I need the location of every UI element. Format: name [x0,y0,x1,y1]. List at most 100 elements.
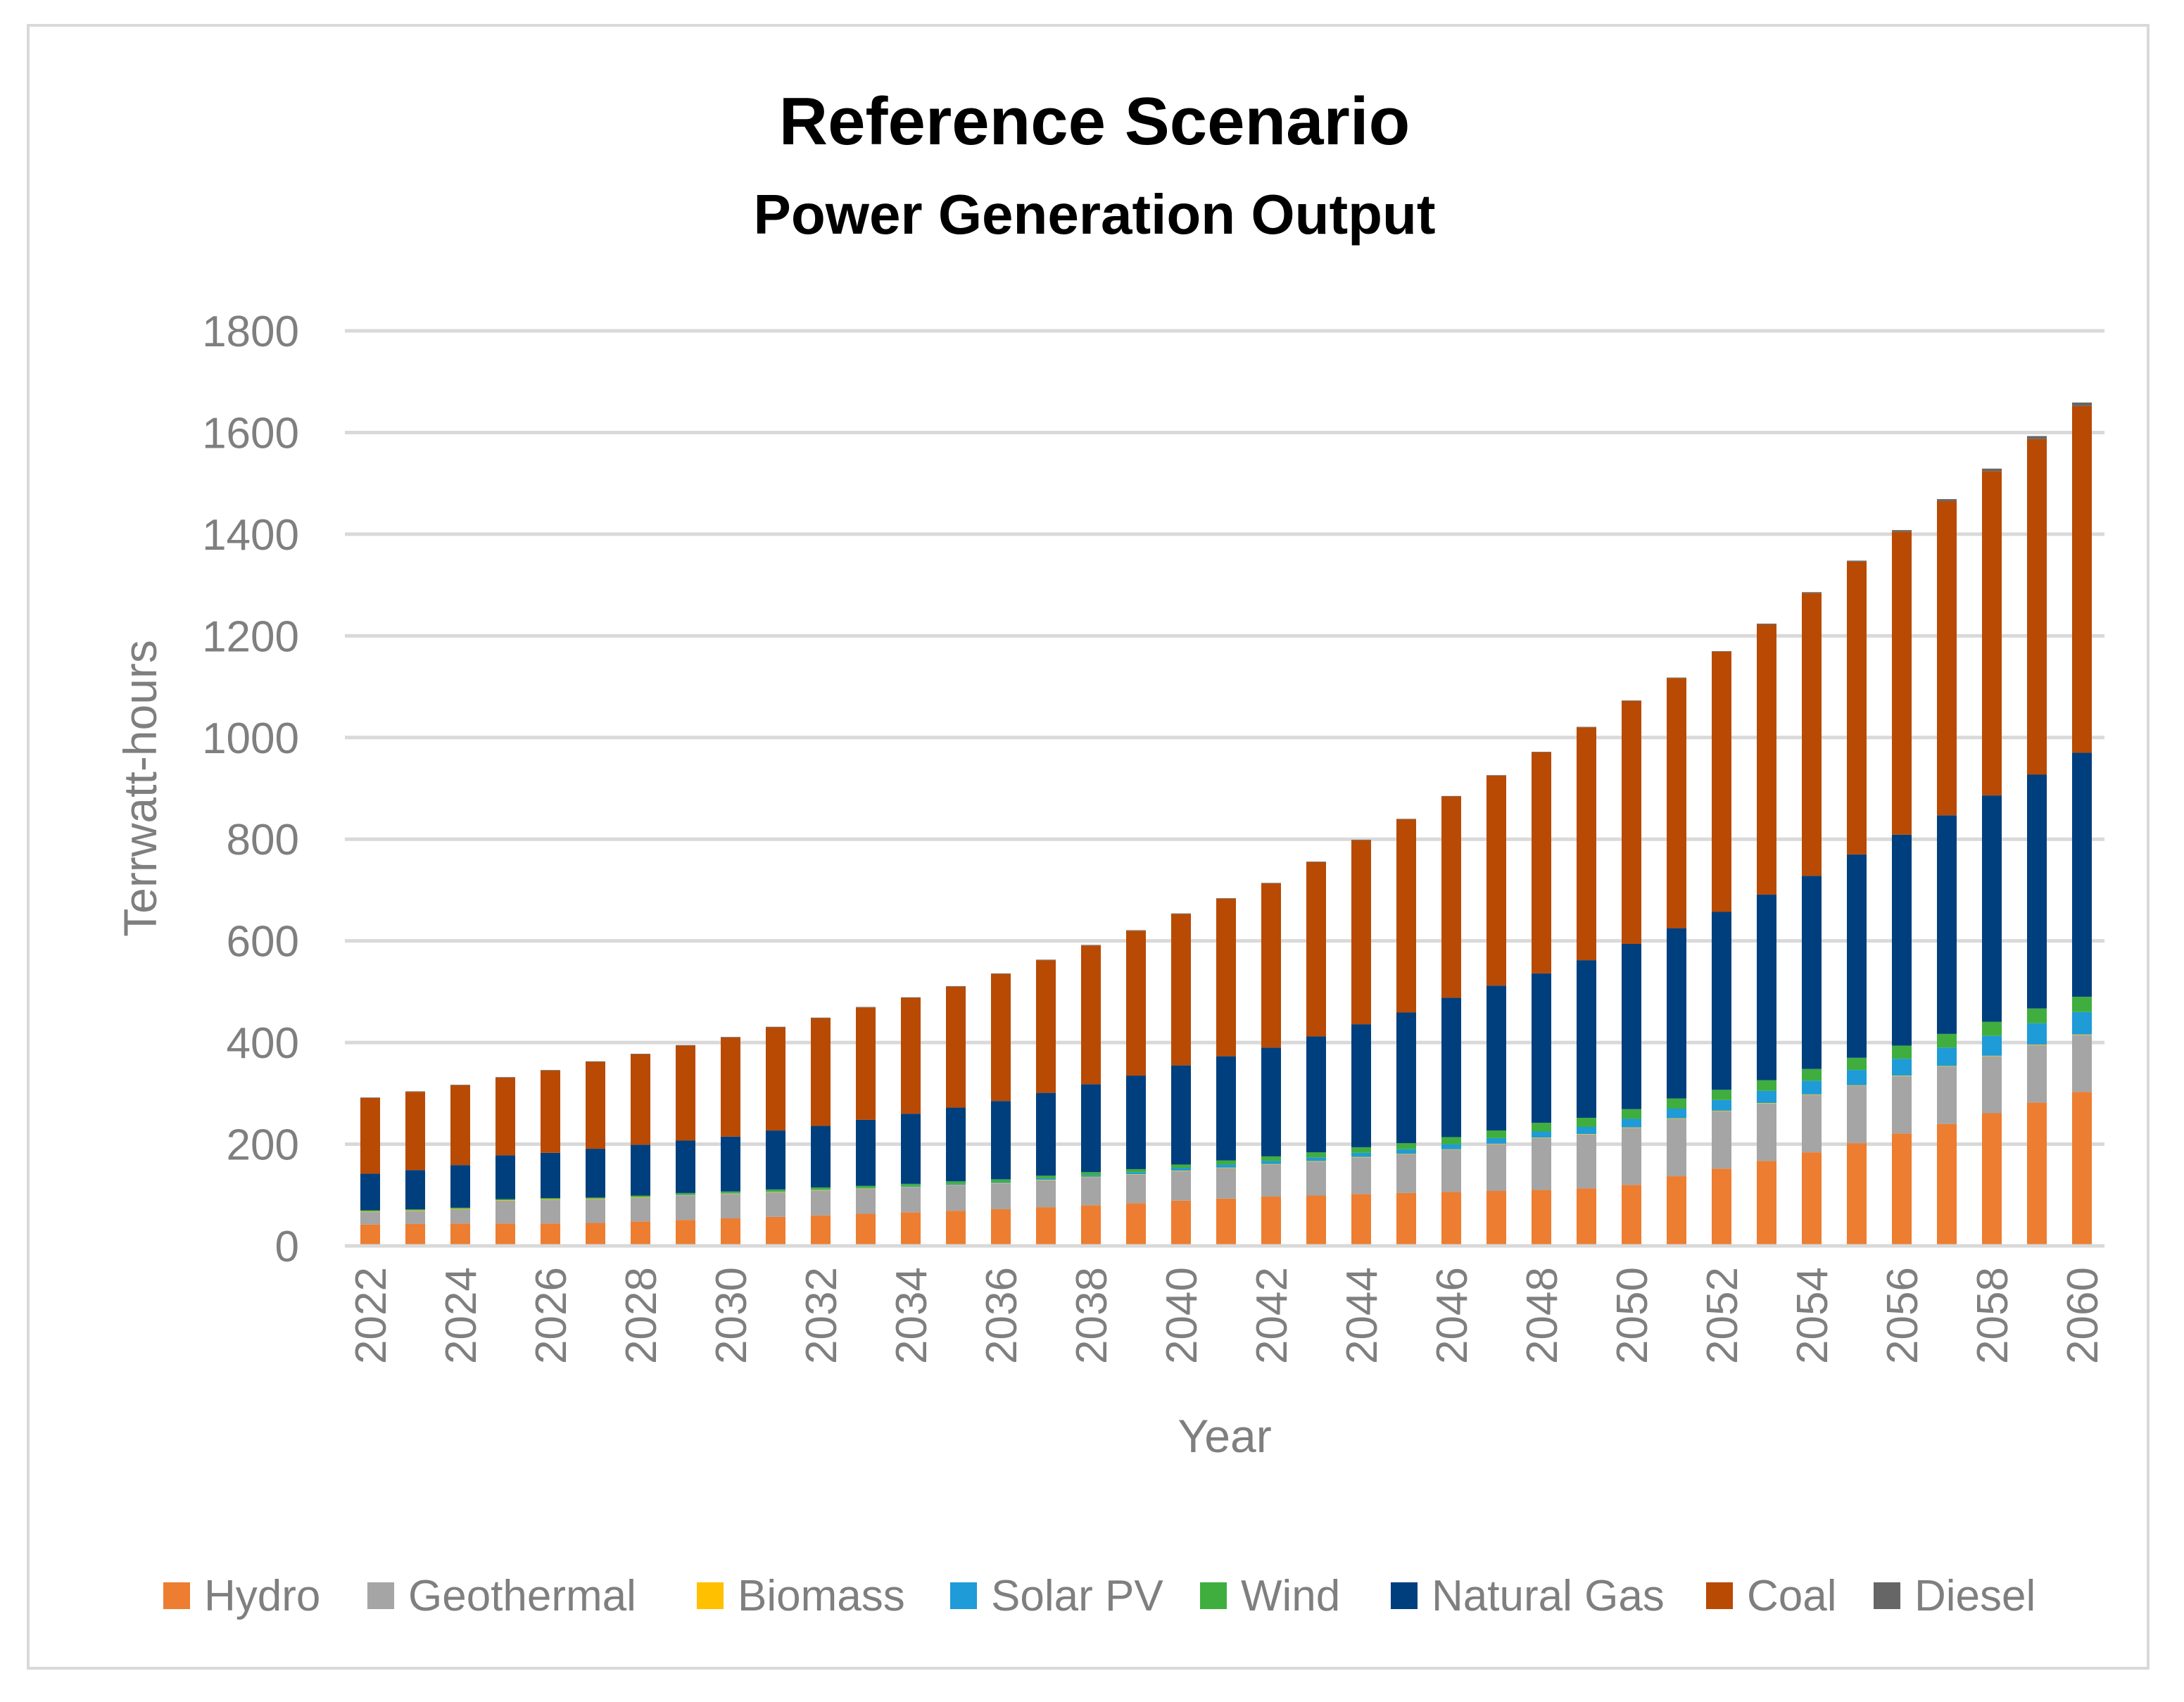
bar-segment-natural-gas-2049 [1577,960,1596,1118]
bar-segment-coal-2049 [1577,727,1596,961]
bar-segment-geothermal-2036 [991,1183,1011,1209]
x-tick-label: 2054 [1788,1267,1837,1364]
bar-segment-wind-2046 [1441,1137,1461,1145]
bar-segment-solar-pv-2036 [991,1182,1011,1183]
bar-segment-natural-gas-2028 [631,1145,650,1196]
bar-segment-biomass-2047 [1486,1143,1506,1145]
bar-segment-wind-2033 [856,1185,876,1188]
bar-segment-geothermal-2032 [811,1190,831,1216]
bar-segment-natural-gas-2025 [495,1155,515,1199]
legend-swatch-natural-gas [1391,1582,1418,1609]
bar-segment-natural-gas-2043 [1306,1036,1326,1153]
bar-segment-biomass-2042 [1261,1164,1281,1165]
legend-swatch-diesel [1874,1582,1900,1609]
bar-segment-geothermal-2026 [541,1199,560,1224]
bar-segment-diesel-2059 [2027,436,2047,439]
bar-segment-coal-2035 [946,986,966,1108]
bar-segment-diesel-2046 [1441,795,1461,797]
bar-segment-natural-gas-2024 [450,1165,470,1208]
bar-segment-diesel-2052 [1712,651,1731,652]
bar-segment-natural-gas-2030 [721,1136,740,1192]
bar-segment-hydro-2037 [1036,1207,1056,1246]
bar-segment-natural-gas-2036 [991,1101,1011,1180]
bar-segment-natural-gas-2057 [1937,815,1957,1034]
bar-segment-coal-2056 [1892,531,1912,835]
bar-segment-solar-pv-2051 [1667,1109,1686,1118]
bar-segment-geothermal-2045 [1396,1154,1416,1193]
bar-segment-geothermal-2023 [405,1211,425,1224]
bar-segment-wind-2024 [450,1207,470,1209]
y-tick-label: 1400 [202,511,299,560]
bar-segment-wind-2028 [631,1195,650,1197]
bar-segment-wind-2037 [1036,1175,1056,1178]
bar-segment-solar-pv-2048 [1532,1131,1551,1138]
bar-segment-wind-2048 [1532,1123,1551,1132]
y-axis-ticks: 0 200 400 600 800 1000 1200 1400 1600 1800 [202,308,299,1271]
bar-segment-natural-gas-2048 [1532,973,1551,1123]
bar-segment-solar-pv-2049 [1577,1127,1596,1135]
bar-segment-natural-gas-2055 [1847,854,1867,1058]
bar-segment-geothermal-2038 [1081,1177,1101,1206]
x-tick-label: 2040 [1158,1267,1206,1364]
x-tick-label: 2028 [617,1267,666,1364]
bar-segment-geothermal-2057 [1937,1066,1957,1124]
bar-segment-natural-gas-2042 [1261,1047,1281,1156]
bar-segment-geothermal-2056 [1892,1076,1912,1134]
bar-segment-solar-pv-2035 [946,1183,966,1185]
bar-segment-diesel-2049 [1577,726,1596,728]
bar-segment-diesel-2034 [901,997,921,998]
bar-segment-natural-gas-2038 [1081,1084,1101,1173]
bar-segment-geothermal-2027 [586,1199,605,1223]
bar-segment-coal-2030 [721,1037,740,1137]
bar-segment-coal-2047 [1486,775,1506,986]
bar-segment-solar-pv-2056 [1892,1059,1912,1076]
bar-segment-wind-2050 [1622,1109,1641,1119]
bar-segment-hydro-2053 [1757,1161,1776,1246]
x-tick-label: 2056 [1879,1267,1927,1364]
y-tick-label: 800 [227,816,299,864]
bar-segment-hydro-2028 [631,1221,650,1246]
bar-segment-hydro-2058 [1982,1113,2002,1246]
bar-segment-biomass-2023 [405,1210,425,1211]
bar-segment-hydro-2055 [1847,1143,1867,1246]
bar-segment-coal-2041 [1216,898,1236,1057]
bar-segment-diesel-2035 [946,985,966,987]
x-tick-label: 2038 [1068,1267,1116,1364]
legend-label-geothermal: Geothermal [408,1572,636,1620]
bar-segment-diesel-2030 [721,1037,740,1038]
bar-segment-natural-gas-2027 [586,1149,605,1198]
bar-segment-solar-pv-2054 [1802,1080,1822,1095]
bar-segment-hydro-2027 [586,1223,605,1246]
bar-segment-coal-2040 [1171,914,1191,1066]
bar-segment-hydro-2046 [1441,1192,1461,1246]
bar-segment-natural-gas-2039 [1126,1076,1146,1169]
bar-segment-hydro-2031 [766,1216,785,1246]
bar-segment-geothermal-2035 [946,1185,966,1211]
bar-segment-hydro-2052 [1712,1168,1731,1246]
bar-segment-natural-gas-2060 [2072,752,2092,997]
bar-segment-wind-2053 [1757,1080,1776,1091]
bar-segment-natural-gas-2044 [1351,1024,1371,1147]
bar-segment-diesel-2041 [1216,898,1236,899]
bar-segment-solar-pv-2050 [1622,1118,1641,1128]
bar-segment-diesel-2036 [991,973,1011,974]
bar-segment-hydro-2056 [1892,1133,1912,1246]
bar-segment-wind-2042 [1261,1156,1281,1161]
bar-segment-solar-pv-2053 [1757,1090,1776,1104]
bar-segment-coal-2052 [1712,651,1731,912]
bar-segment-wind-2056 [1892,1045,1912,1059]
legend-swatch-hydro [163,1582,190,1609]
bar-segment-hydro-2029 [676,1220,695,1246]
bar-segment-wind-2049 [1577,1118,1596,1127]
bar-segment-coal-2022 [360,1097,380,1174]
bar-segment-natural-gas-2023 [405,1170,425,1209]
bar-segment-geothermal-2024 [450,1209,470,1224]
bar-segment-natural-gas-2022 [360,1173,380,1211]
bar-segment-coal-2055 [1847,561,1867,855]
bar-segment-hydro-2025 [495,1223,515,1246]
bar-segment-geothermal-2039 [1126,1174,1146,1204]
bar-segment-wind-2041 [1216,1160,1236,1165]
y-tick-label: 1800 [202,308,299,356]
bar-segment-biomass-2053 [1757,1103,1776,1104]
